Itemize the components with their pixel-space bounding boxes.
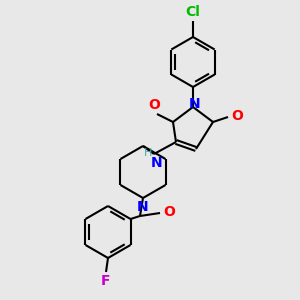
Text: Cl: Cl (186, 5, 200, 19)
Text: O: O (231, 109, 243, 123)
Text: O: O (148, 98, 160, 112)
Text: O: O (163, 205, 175, 219)
Text: N: N (189, 97, 201, 111)
Text: F: F (101, 274, 111, 288)
Text: H: H (144, 148, 152, 158)
Text: N: N (151, 156, 163, 170)
Text: N: N (137, 200, 149, 214)
